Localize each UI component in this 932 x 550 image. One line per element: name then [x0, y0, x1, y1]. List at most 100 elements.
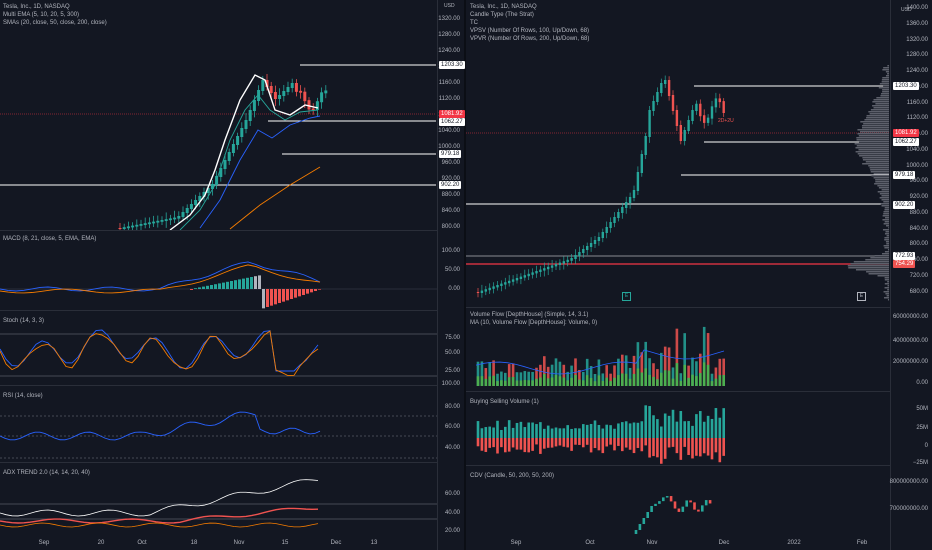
- volume-bar: [605, 365, 608, 386]
- volume-profile-bar: [855, 269, 889, 271]
- price-tick-label: 800000000.00: [889, 479, 928, 485]
- sell-volume-bar: [566, 438, 569, 448]
- price-tag: 772.93: [893, 252, 916, 260]
- pane-separator[interactable]: [0, 230, 437, 231]
- volume-profile-bar: [881, 195, 889, 197]
- left-time-axis[interactable]: Sep 20 Oct 18 Nov 15 Dec 13: [0, 536, 437, 550]
- candle-body: [570, 258, 573, 261]
- macd-pane[interactable]: MACD (8, 21, close, 5, EMA, EMA): [0, 231, 437, 310]
- volume-profile-bar: [874, 255, 889, 257]
- right-time-axis[interactable]: Sep Oct Nov Dec 2022 Feb: [466, 536, 890, 550]
- buy-sell-volume-pane[interactable]: Buying Selling Volume (1): [466, 392, 890, 465]
- volume-flow-bar: [624, 373, 628, 386]
- price-tick-label: 1240.00: [438, 48, 460, 54]
- volume-profile-bar: [871, 175, 889, 177]
- sell-volume-bar: [507, 438, 511, 452]
- volume-bar: [535, 367, 538, 386]
- volume-flow-bar: [671, 378, 675, 386]
- candle-body: [181, 212, 185, 217]
- sma-50-line: [229, 166, 321, 230]
- volume-profile-bar: [857, 129, 889, 131]
- volume-bar: [632, 355, 636, 386]
- rsi-legend: RSI (14, close): [3, 393, 43, 399]
- sell-volume-bar: [527, 438, 530, 453]
- sell-volume-bar: [601, 438, 605, 454]
- volume-bar: [699, 353, 702, 386]
- volume-bar: [667, 347, 671, 386]
- buy-volume-bar: [589, 423, 593, 438]
- price-tick-label: 25.00: [444, 368, 460, 374]
- histogram-bar: [302, 289, 305, 295]
- price-tick-label: 920.00: [909, 194, 928, 200]
- candle-body: [605, 227, 608, 233]
- candle-body: [543, 268, 546, 271]
- pane-separator[interactable]: [0, 462, 437, 463]
- time-tick-label: Dec: [330, 540, 342, 546]
- histogram-bar: [298, 289, 301, 297]
- candle-body: [206, 188, 210, 193]
- price-tick-label: 25M: [916, 425, 928, 431]
- volume-bar: [492, 360, 495, 386]
- candle-body: [320, 92, 324, 103]
- volume-profile-bar: [870, 171, 889, 173]
- volume-bar: [652, 363, 655, 386]
- macd-plot: [0, 261, 437, 309]
- sell-volume-bar: [531, 438, 534, 451]
- adx-pane[interactable]: ADX TREND 2.0 (14, 14, 20, 40): [0, 463, 437, 536]
- volume-profile-bar: [865, 161, 889, 163]
- cdv-candle: [658, 501, 661, 504]
- histogram-bar: [306, 289, 309, 294]
- buy-volume-bar: [617, 423, 620, 438]
- volume-profile-bar: [882, 229, 889, 231]
- pane-separator[interactable]: [0, 385, 437, 386]
- volume-profile-bar: [884, 287, 889, 289]
- volume-profile-bar: [884, 217, 889, 219]
- left-price-pane[interactable]: Tesla, Inc., 1D, NASDAQ Multi EMA (5, 10…: [0, 0, 437, 230]
- candle-body: [168, 218, 172, 221]
- layout-divider[interactable]: [464, 0, 466, 550]
- right-price-axis[interactable]: USD 1400.00 1360.00 1320.00 1280.00 1240.00 1…: [889, 0, 932, 550]
- buy-volume-bar: [695, 414, 698, 438]
- volume-profile-bar: [881, 79, 889, 81]
- histogram-bar: [214, 284, 217, 289]
- pane-separator[interactable]: [466, 307, 890, 308]
- candle-body: [122, 227, 126, 229]
- cdv-pane[interactable]: CDV (Candle, 50, 200, 50, 200): [466, 466, 890, 536]
- candle-body: [290, 83, 294, 88]
- legend-vpvr: VPVR (Number Of Rows, 200, Up/Down, 68): [470, 36, 590, 42]
- candle-body: [223, 160, 227, 169]
- volume-profile-bar: [886, 235, 889, 237]
- candle-body: [324, 90, 328, 94]
- pane-separator[interactable]: [466, 391, 890, 392]
- histogram-bar: [278, 289, 281, 303]
- pane-separator[interactable]: [466, 465, 890, 466]
- sell-volume-bar: [702, 438, 706, 454]
- sell-volume-bar: [504, 438, 507, 453]
- stoch-pane[interactable]: Stoch (14, 3, 3): [0, 311, 437, 385]
- rsi-pane[interactable]: RSI (14, close): [0, 386, 437, 462]
- volume-profile-bar: [848, 267, 889, 269]
- buy-volume-bar: [621, 422, 624, 438]
- earnings-marker[interactable]: E: [857, 292, 866, 301]
- pane-separator[interactable]: [0, 310, 437, 311]
- volume-bar: [531, 371, 534, 386]
- candle-body: [307, 100, 311, 110]
- earnings-marker[interactable]: E: [622, 292, 631, 301]
- time-tick-label: Nov: [646, 540, 658, 546]
- left-price-axis[interactable]: USD 1320.001280.001240.001200.001160.001…: [438, 0, 464, 550]
- buy-volume-bar: [667, 415, 671, 438]
- volume-flow-bar: [484, 378, 488, 386]
- candle-body: [152, 221, 156, 224]
- candle-body: [601, 232, 604, 238]
- volume-flow-bar: [558, 376, 562, 386]
- candle-body: [147, 222, 151, 225]
- sell-volume-bar: [578, 438, 581, 445]
- volume-flow-pane[interactable]: Volume Flow [DepthHouse] (Simple, 14, 3.…: [466, 308, 890, 391]
- price-tick-label: 680.00: [909, 288, 928, 295]
- volume-bar: [621, 354, 624, 386]
- price-tick-label: 960.00: [441, 160, 460, 166]
- candle-body: [539, 269, 542, 272]
- buy-volume-bar: [652, 415, 655, 438]
- right-price-pane[interactable]: Tesla, Inc., 1D, NASDAQ Candle Type (The…: [466, 0, 890, 307]
- volume-profile-bar: [847, 265, 889, 267]
